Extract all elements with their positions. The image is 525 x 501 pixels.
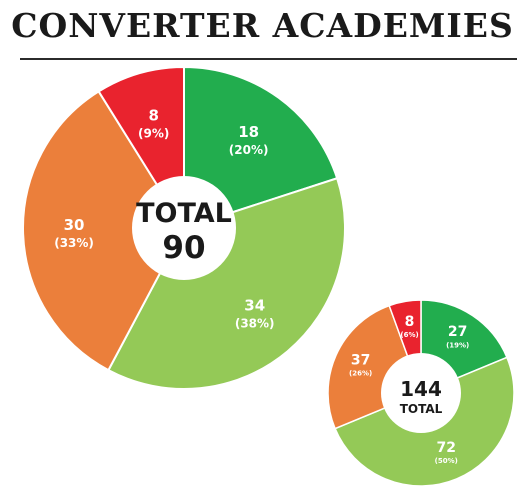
chart2-slice-2-value: 72 — [437, 440, 456, 456]
chart-title: CONVERTER ACADEMIES — [11, 6, 514, 45]
chart1-center-label: TOTAL — [136, 198, 232, 229]
chart1-slice-3-value: 30 — [64, 216, 85, 234]
chart1-slice-4-percent: (9%) — [138, 126, 169, 140]
chart2-slice-2-percent: (50%) — [435, 457, 458, 465]
chart1-slice-3-percent: (33%) — [54, 236, 94, 250]
chart1-slice-1-value: 18 — [238, 123, 259, 141]
chart1-slice-1 — [183, 65, 339, 230]
chart2-slice-3-value: 37 — [351, 352, 370, 368]
chart1-center-hole — [132, 176, 236, 280]
chart2-center-hole — [381, 353, 461, 433]
chart1-slice-3 — [22, 90, 186, 372]
chart2-center-value: 144 — [400, 377, 442, 401]
chart1-slice-4-value: 8 — [148, 106, 158, 124]
chart2-center-label: TOTAL — [400, 402, 443, 416]
chart1-slice-2-percent: (38%) — [235, 316, 275, 330]
chart1-slice-2-value: 34 — [244, 296, 265, 314]
chart1-slice-2 — [107, 176, 346, 390]
chart2-slice-3-percent: (26%) — [349, 370, 372, 378]
chart2-slice-4-value: 8 — [405, 314, 415, 330]
chart1-center-value: 90 — [162, 230, 205, 266]
chart1-slice-1-percent: (20%) — [229, 143, 269, 157]
chart2-slice-1-percent: (19%) — [446, 341, 469, 349]
chart2-slice-1-value: 27 — [448, 324, 467, 340]
title-rule — [20, 58, 517, 60]
chart2-slice-4-percent: (6%) — [400, 331, 418, 339]
